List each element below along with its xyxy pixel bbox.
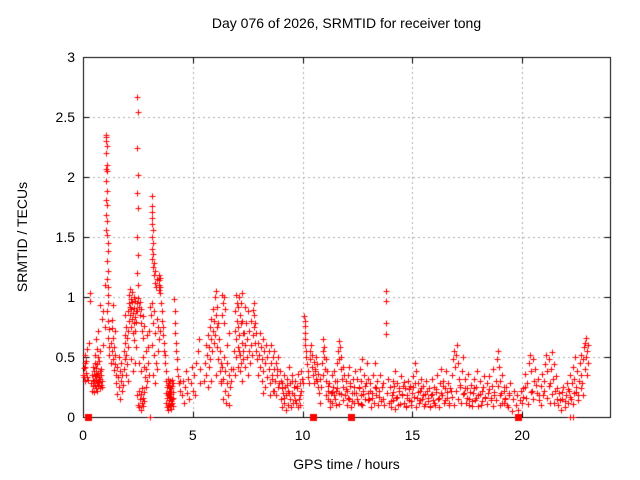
x-axis-label: GPS time / hours (293, 456, 400, 472)
y-tick-label: 2 (67, 169, 75, 185)
x-tick-label: 5 (188, 427, 197, 443)
y-tick-label: 3 (67, 49, 75, 65)
y-tick-label: 0.5 (55, 349, 75, 365)
y-tick-label: 1.5 (55, 229, 75, 245)
y-tick-label: 2.5 (55, 109, 75, 125)
x-tick-label: 10 (294, 427, 311, 443)
x-tick-label: 0 (79, 427, 87, 443)
chart-title: Day 076 of 2026, SRMTID for receiver ton… (211, 15, 482, 31)
x-tick-label: 20 (514, 427, 530, 443)
y-tick-label: 0 (67, 409, 75, 425)
y-tick-label: 1 (67, 289, 75, 305)
x-tick-label: 15 (404, 427, 421, 443)
